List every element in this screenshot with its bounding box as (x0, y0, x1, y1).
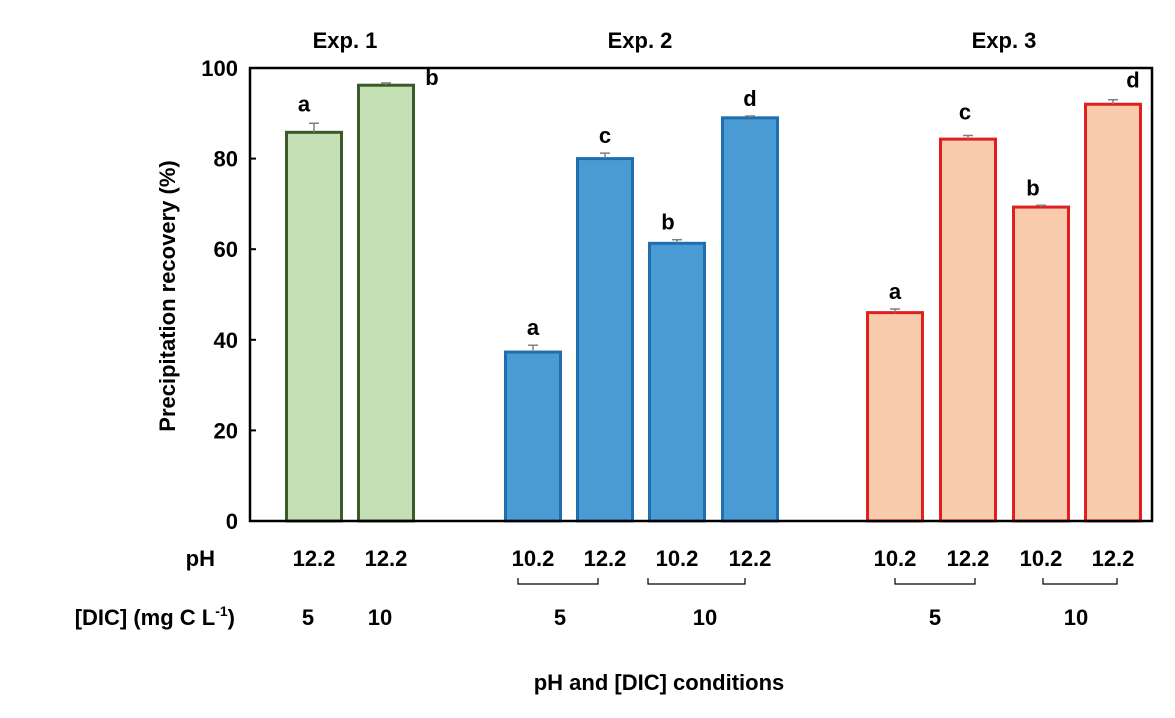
bar-exp3-1 (866, 311, 924, 523)
group-labels: Exp. 1 a b Exp. 2 a c b d Exp. 3 a c b d (298, 28, 1140, 340)
group-label-1: Exp. 1 (313, 28, 378, 53)
dic-bracket-exp2-2 (647, 578, 746, 585)
bar-exp1-2 (357, 83, 415, 523)
significance-letter-exp1-2: b (425, 65, 438, 90)
ph-label-exp2-4: 12.2 (729, 546, 772, 571)
condition-rows: 12.2 5 12.2 10 10.2 12.2 10.2 12.2 5 10 10.2 12.2 10… (293, 546, 1135, 630)
y-tick-label-2: 40 (214, 328, 238, 353)
plot-frame (248, 66, 1154, 523)
ph-label-exp1-1: 12.2 (293, 546, 336, 571)
bar-exp1-1 (285, 130, 343, 523)
bars-layer (285, 82, 1142, 523)
significance-letter-exp2-4: d (743, 86, 756, 111)
dic-row-label-main: [DIC] (mg C L (75, 605, 216, 630)
dic-label-exp2-2: 10 (693, 605, 717, 630)
bar-exp2-3 (648, 241, 706, 523)
significance-letter-exp2-2: c (599, 123, 611, 148)
dic-row-label-close: ) (228, 605, 235, 630)
significance-letter-exp3-2: c (959, 99, 971, 124)
ph-label-exp3-3: 10.2 (1020, 546, 1063, 571)
significance-letter-exp3-4: d (1126, 68, 1139, 93)
ph-label-exp2-3: 10.2 (656, 546, 699, 571)
significance-letter-exp2-3: b (661, 210, 674, 235)
dic-label-exp3-1: 5 (929, 605, 941, 630)
bar-exp3-2 (939, 137, 997, 523)
dic-bracket-exp3-2 (1042, 578, 1118, 585)
y-axis-title: Precipitation recovery (%) (155, 160, 180, 431)
dic-label-exp2-1: 5 (554, 605, 566, 630)
y-tick-label-1: 20 (214, 418, 238, 443)
bar-exp3-3 (1012, 205, 1070, 523)
y-tick-label-5: 100 (201, 56, 238, 81)
ph-label-exp3-1: 10.2 (874, 546, 917, 571)
ph-label-exp3-2: 12.2 (947, 546, 990, 571)
significance-letter-exp1-1: a (298, 91, 311, 116)
dic-row-label-sup: -1 (215, 603, 228, 619)
x-axis-title: pH and [DIC] conditions (534, 670, 785, 695)
bar-exp2-4 (721, 116, 779, 523)
y-tick-label-4: 80 (214, 147, 238, 172)
ph-label-exp2-1: 10.2 (512, 546, 555, 571)
bar-exp2-2 (576, 157, 634, 523)
significance-letter-exp2-1: a (527, 315, 540, 340)
dic-label-exp1-1: 5 (302, 605, 314, 630)
ph-row-label: pH (186, 546, 215, 571)
ph-label-exp3-4: 12.2 (1092, 546, 1135, 571)
dic-row-label: [DIC] (mg C L-1) (75, 603, 235, 630)
dic-label-exp1-2: 10 (368, 605, 392, 630)
group-label-3: Exp. 3 (972, 28, 1037, 53)
bar-exp3-4 (1084, 102, 1142, 523)
group-label-2: Exp. 2 (608, 28, 673, 53)
ph-label-exp2-2: 12.2 (584, 546, 627, 571)
ph-label-exp1-2: 12.2 (365, 546, 408, 571)
y-tick-label-3: 60 (214, 237, 238, 262)
dic-bracket-exp2-1 (517, 578, 599, 585)
y-tick-label-0: 0 (226, 509, 238, 534)
dic-bracket-exp3-1 (894, 578, 976, 585)
bar-exp2-1 (504, 350, 562, 523)
y-axis: 0 20 40 60 80 100 (201, 56, 256, 534)
significance-letter-exp3-1: a (889, 279, 902, 304)
dic-label-exp3-2: 10 (1064, 605, 1088, 630)
significance-letter-exp3-3: b (1026, 175, 1039, 200)
